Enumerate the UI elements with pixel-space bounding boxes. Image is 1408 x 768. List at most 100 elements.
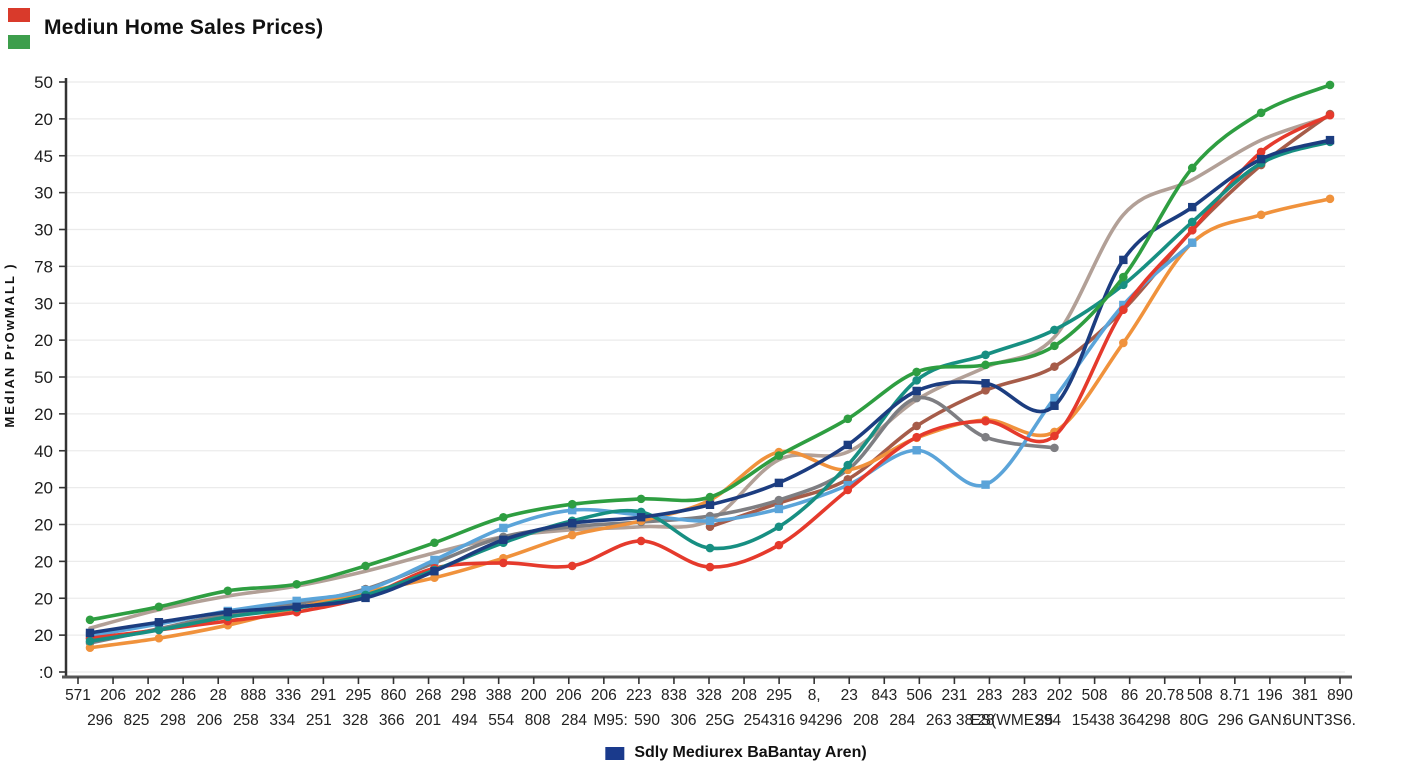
svg-text:206: 206	[556, 687, 582, 704]
svg-text:208: 208	[853, 712, 879, 729]
chart-title: Mediun Home Sales Prices)	[44, 16, 324, 39]
svg-text:223: 223	[626, 687, 652, 704]
svg-text:154: 154	[1072, 712, 1098, 729]
svg-text:50: 50	[34, 73, 53, 92]
svg-text:20: 20	[34, 552, 53, 571]
svg-text:206: 206	[196, 712, 222, 729]
svg-text:254: 254	[744, 712, 770, 729]
svg-text:808: 808	[525, 712, 551, 729]
svg-text:263: 263	[926, 712, 952, 729]
svg-text:860: 860	[381, 687, 407, 704]
svg-text:6UNT: 6UNT	[1283, 712, 1324, 729]
svg-text:328: 328	[342, 712, 368, 729]
svg-text:295: 295	[346, 687, 372, 704]
series-green-line	[85, 80, 1335, 625]
svg-text:8.71: 8.71	[1220, 687, 1250, 704]
svg-text:336: 336	[275, 687, 301, 704]
svg-text:30: 30	[34, 221, 53, 240]
y-axis-labels: 50 20 45 30 30 78 30 20 50 20 40 20 20 20 20 20:0	[34, 73, 66, 682]
svg-text:78: 78	[34, 257, 53, 276]
svg-text:298: 298	[451, 687, 477, 704]
svg-text:366: 366	[379, 712, 405, 729]
svg-text::0: :0	[39, 663, 53, 682]
svg-text:554: 554	[488, 712, 514, 729]
gridlines	[66, 81, 1345, 673]
top-legend	[8, 6, 30, 49]
svg-text:20: 20	[34, 110, 53, 129]
svg-text:294: 294	[1035, 712, 1061, 729]
svg-text:328: 328	[696, 687, 722, 704]
svg-text:25G: 25G	[705, 712, 734, 729]
svg-text:296: 296	[816, 712, 842, 729]
svg-text:286: 286	[170, 687, 196, 704]
svg-text:202: 202	[135, 687, 161, 704]
svg-text:23: 23	[841, 687, 858, 704]
svg-text:284: 284	[561, 712, 587, 729]
svg-text:45: 45	[34, 147, 53, 166]
svg-text:GAN:: GAN:	[1248, 712, 1286, 729]
svg-text:494: 494	[452, 712, 478, 729]
svg-text:8,: 8,	[808, 687, 821, 704]
bottom-legend-label: Sdly Mediurex BaBantay Aren)	[634, 744, 867, 761]
svg-text:201: 201	[415, 712, 441, 729]
svg-text:506: 506	[906, 687, 932, 704]
svg-text:200: 200	[521, 687, 547, 704]
svg-text:202: 202	[1047, 687, 1073, 704]
svg-text:38 364: 38 364	[1097, 712, 1145, 729]
svg-text:890: 890	[1327, 687, 1353, 704]
svg-text:316 94: 316 94	[769, 712, 817, 729]
svg-text:40: 40	[34, 442, 53, 461]
svg-text:268: 268	[416, 687, 442, 704]
svg-text:30: 30	[34, 294, 53, 313]
svg-text:251: 251	[306, 712, 332, 729]
svg-text:MEdIAN PrOwMALL ): MEdIAN PrOwMALL )	[2, 262, 17, 427]
svg-text:20: 20	[34, 331, 53, 350]
svg-text:80G: 80G	[1179, 712, 1208, 729]
svg-text:86: 86	[1121, 687, 1138, 704]
svg-text:M95:: M95:	[593, 712, 627, 729]
svg-text:258: 258	[233, 712, 259, 729]
svg-text:206: 206	[100, 687, 126, 704]
svg-text:50: 50	[34, 368, 53, 387]
svg-text:38 28: 38 28	[956, 712, 995, 729]
svg-text:388: 388	[486, 687, 512, 704]
x-axis-labels-row1: 571 206 202 286 28 888 336 291 295 860 268 298 388 20…	[65, 687, 1353, 704]
svg-text:825: 825	[124, 712, 150, 729]
x-axis-labels-row2: 296 825 298 206 258 334 251 328 366 201 494 554 808 2…	[87, 712, 1356, 729]
svg-text:20: 20	[34, 405, 53, 424]
svg-text:283: 283	[1012, 687, 1038, 704]
x-axis-ticks	[77, 677, 1341, 684]
svg-text:590: 590	[634, 712, 660, 729]
svg-text:838: 838	[661, 687, 687, 704]
svg-text:206: 206	[591, 687, 617, 704]
svg-text:571: 571	[65, 687, 91, 704]
svg-text:334: 334	[269, 712, 295, 729]
legend-swatch-red	[8, 8, 30, 22]
svg-text:20.78: 20.78	[1145, 687, 1184, 704]
svg-text:295: 295	[766, 687, 792, 704]
svg-text:381: 381	[1292, 687, 1318, 704]
svg-text:20: 20	[34, 516, 53, 535]
svg-text:20: 20	[34, 479, 53, 498]
y-axis-title: MEdIAN PrOwMALL )	[2, 262, 17, 427]
legend-swatch-green	[8, 35, 30, 49]
svg-text:284: 284	[889, 712, 915, 729]
svg-text:306: 306	[671, 712, 697, 729]
svg-text:298: 298	[1145, 712, 1171, 729]
series-sdly-mediurex-babantay-aren-	[85, 135, 1335, 638]
svg-text:196: 196	[1257, 687, 1283, 704]
legend-swatch-navy	[605, 746, 625, 760]
svg-text:508: 508	[1082, 687, 1108, 704]
svg-text:ES(WMES5: ES(WMES5	[970, 712, 1053, 729]
svg-text:30: 30	[34, 184, 53, 203]
svg-text:298: 298	[160, 712, 186, 729]
svg-text:20: 20	[34, 626, 53, 645]
svg-text:888: 888	[240, 687, 266, 704]
svg-text:208: 208	[731, 687, 757, 704]
svg-text:28: 28	[210, 687, 227, 704]
svg-text:231: 231	[941, 687, 967, 704]
svg-text:296: 296	[87, 712, 113, 729]
svg-text:843: 843	[871, 687, 897, 704]
